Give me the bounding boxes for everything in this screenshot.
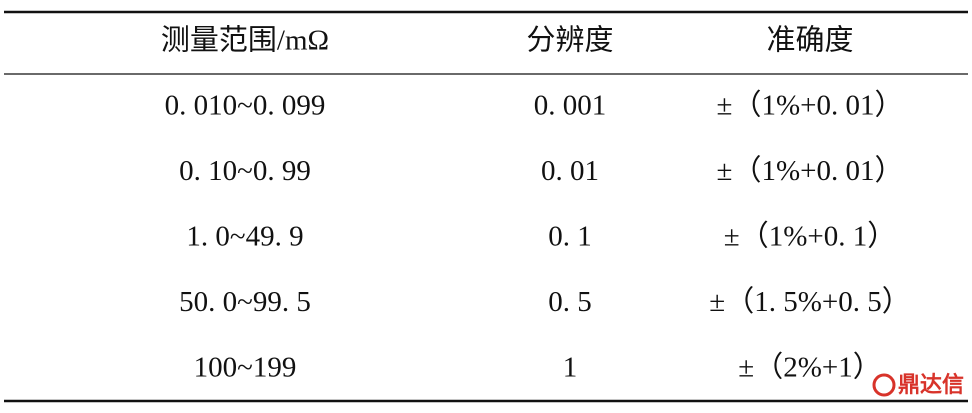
watermark-text: 鼎达信	[898, 372, 964, 398]
header-cell: 分辨度	[526, 24, 613, 57]
cell: ±（1%+0. 01）	[717, 90, 904, 122]
cell: 0. 5	[548, 286, 592, 318]
cell: ±（2%+1）	[738, 352, 881, 384]
cell: 0. 10~0. 99	[179, 155, 311, 187]
cell: ±（1%+0. 01）	[717, 155, 904, 187]
cell: ±（1%+0. 1）	[724, 221, 896, 253]
cell: 0. 010~0. 099	[165, 90, 326, 122]
cell: ±（1. 5%+0. 5）	[709, 286, 910, 318]
cell: 0. 1	[548, 221, 592, 253]
cell: 0. 001	[534, 90, 607, 122]
cell: 1. 0~49. 9	[186, 221, 303, 253]
header-cell: 准确度	[766, 24, 853, 57]
cell: 50. 0~99. 5	[179, 286, 311, 318]
watermark-logo	[872, 373, 896, 397]
cell: 0. 01	[541, 155, 599, 187]
header-cell: 测量范围/mΩ	[161, 24, 329, 57]
cell: 1	[563, 352, 578, 384]
watermark: 鼎达信	[872, 372, 964, 398]
cell: 100~199	[194, 352, 297, 384]
